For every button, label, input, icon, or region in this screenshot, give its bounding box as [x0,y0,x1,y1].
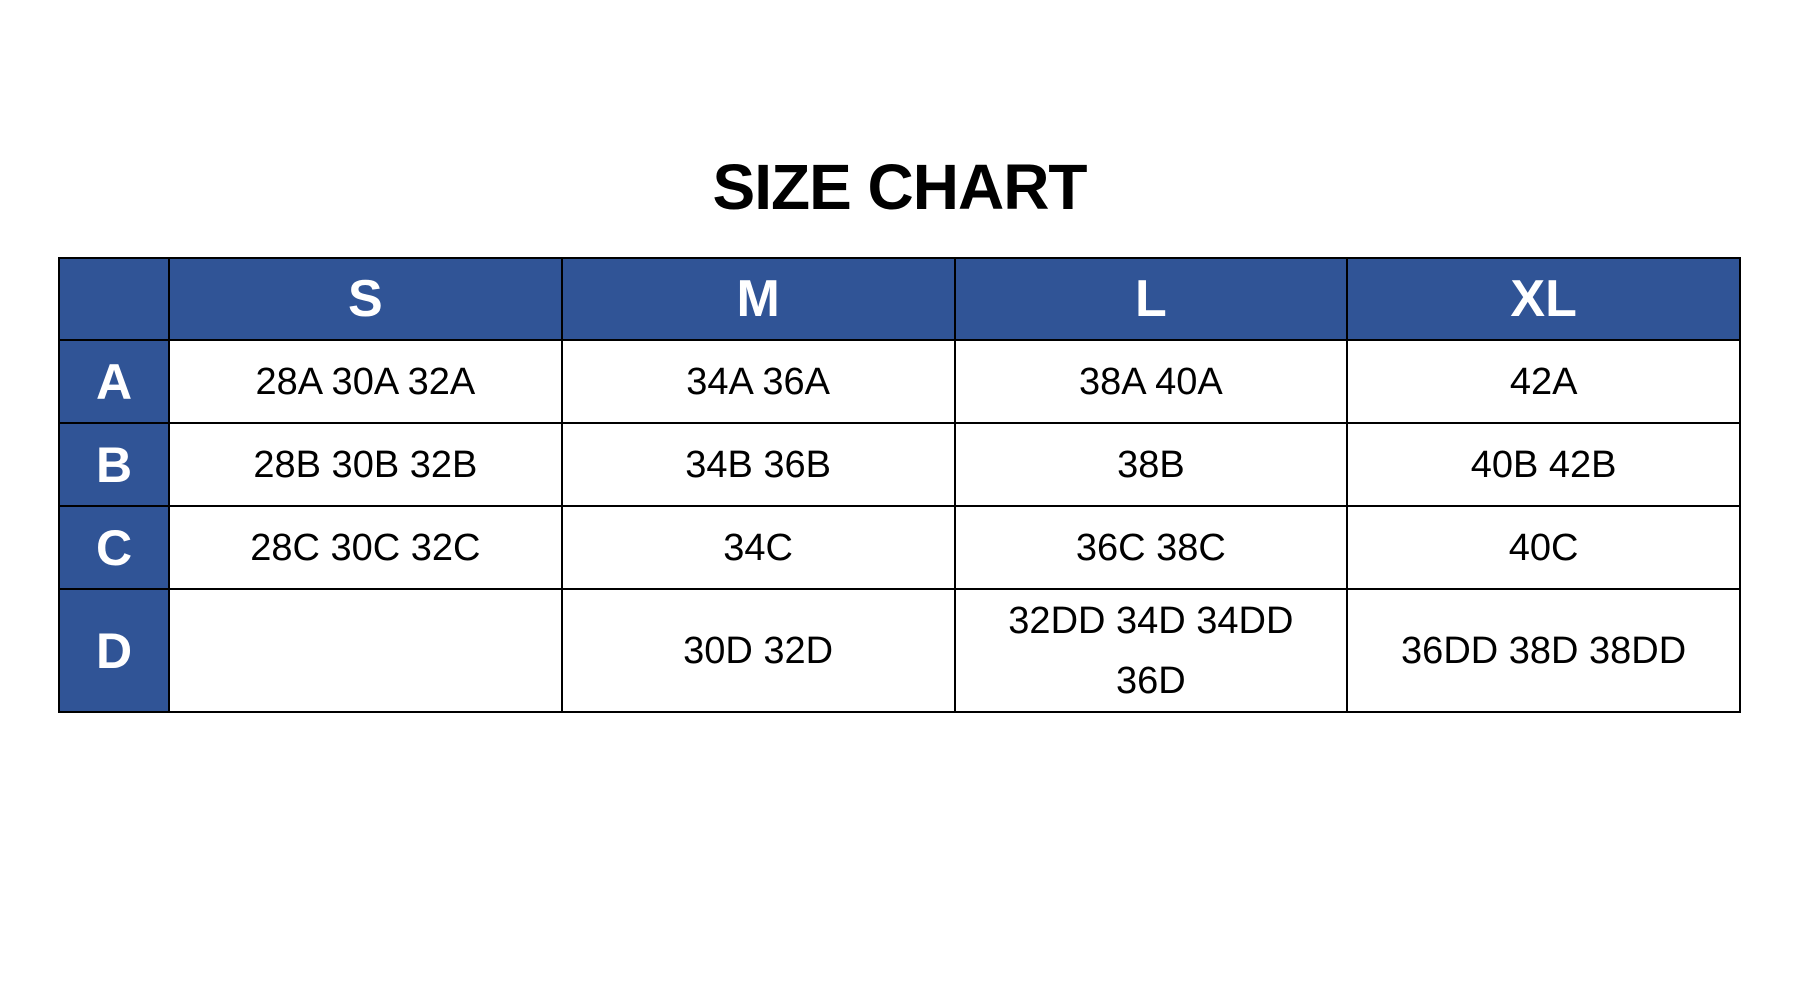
table-cell: 42A [1346,339,1741,424]
table-row: A 28A 30A 32A 34A 36A 38A 40A 42A [58,339,1741,424]
table-cell: 40B 42B [1346,422,1741,507]
table-cell: 28B 30B 32B [168,422,563,507]
table-cell: 38A 40A [953,339,1349,424]
row-header-d: D [58,588,170,713]
table-cell: 40C [1346,505,1741,590]
table-cell [168,588,563,713]
table-cell: 30D 32D [560,588,956,713]
row-header-c: C [58,505,170,590]
column-header-l: L [953,257,1349,341]
table-cell: 28C 30C 32C [168,505,563,590]
column-header-s: S [168,257,563,341]
table-cell: 34B 36B [560,422,956,507]
row-header-a: A [58,339,170,424]
table-cell: 36DD 38D 38DD [1346,588,1741,713]
page-title: SIZE CHART [712,151,1088,223]
table-cell: 34C [560,505,956,590]
table-cell: 28A 30A 32A [168,339,563,424]
table-cell: 38B [953,422,1349,507]
table-row: C 28C 30C 32C 34C 36C 38C 40C [58,505,1741,590]
size-chart-table: S M L XL A 28A 30A 32A 34A 36A 38A 40A 4… [58,257,1741,713]
row-header-b: B [58,422,170,507]
table-row: D 30D 32D 32DD 34D 34DD 36D 36DD 38D 38D… [58,588,1741,713]
column-header-m: M [560,257,956,341]
column-header-xl: XL [1346,257,1741,341]
table-cell: 34A 36A [560,339,956,424]
table-cell: 36C 38C [953,505,1349,590]
table-row: B 28B 30B 32B 34B 36B 38B 40B 42B [58,422,1741,507]
header-row: S M L XL [58,257,1741,341]
corner-cell [58,257,170,341]
table-cell: 32DD 34D 34DD 36D [953,588,1349,713]
